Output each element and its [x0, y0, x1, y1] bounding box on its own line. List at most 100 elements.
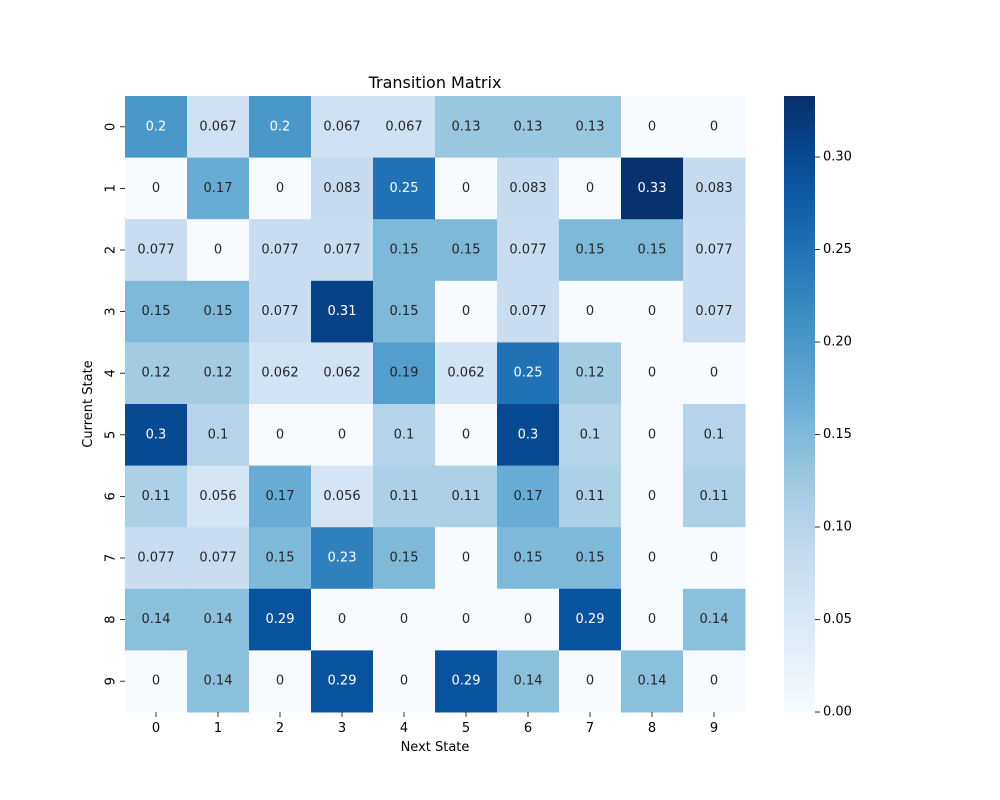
cell-value-6-4: 0.11: [390, 489, 419, 504]
colorbar-tick-label-2: 0.10: [823, 520, 852, 535]
heatmap-cell-1-3: [311, 157, 374, 220]
cell-value-8-5: 0: [462, 612, 470, 627]
heatmap-cell-4-9: [683, 342, 746, 405]
cell-value-7-5: 0: [462, 551, 470, 566]
cell-value-7-8: 0: [648, 551, 656, 566]
heatmap-cell-1-1: [187, 157, 250, 220]
heatmap-cell-2-4: [373, 219, 436, 282]
colorbar-tick-label-6: 0.30: [823, 150, 852, 165]
heatmap-cell-8-6: [497, 588, 560, 651]
cell-value-9-3: 0.29: [328, 674, 357, 689]
colorbar: [784, 96, 815, 712]
cell-value-3-6: 0.077: [509, 304, 546, 319]
y-tick-label-0: 0: [104, 123, 119, 131]
heatmap-cell-3-1: [187, 280, 250, 343]
cell-value-2-1: 0: [214, 243, 222, 258]
y-axis: 0 1 2 3 4 5 6 7 8 9: [104, 123, 125, 685]
heatmap-cell-0-5: [435, 96, 498, 159]
heatmap-cell-9-9: [683, 650, 746, 713]
heatmap-cell-5-8: [621, 404, 684, 467]
heatmap-cell-0-1: [187, 96, 250, 159]
heatmap-cell-0-9: [683, 96, 746, 159]
y-tick-label-8: 8: [104, 615, 119, 623]
heatmap-cell-8-3: [311, 588, 374, 651]
heatmap-cell-2-1: [187, 219, 250, 282]
cell-value-1-6: 0.083: [509, 181, 546, 196]
x-tick-label-4: 4: [400, 721, 408, 736]
cell-value-1-1: 0.17: [204, 181, 233, 196]
heatmap-cell-2-5: [435, 219, 498, 282]
colorbar-tick-label-4: 0.20: [823, 335, 852, 350]
cell-value-6-0: 0.11: [142, 489, 171, 504]
cell-value-4-0: 0.12: [142, 366, 171, 381]
heatmap-cell-7-2: [249, 527, 312, 590]
cell-value-0-4: 0.067: [385, 119, 422, 134]
cell-value-2-5: 0.15: [452, 243, 481, 258]
cell-value-3-8: 0: [648, 304, 656, 319]
x-tick-label-1: 1: [214, 721, 222, 736]
x-tick-label-0: 0: [152, 721, 160, 736]
cell-value-7-6: 0.15: [514, 551, 543, 566]
heatmap-cell-4-8: [621, 342, 684, 405]
cell-value-0-8: 0: [648, 119, 656, 134]
heatmap-cell-5-2: [249, 404, 312, 467]
cell-value-3-2: 0.077: [261, 304, 298, 319]
cell-value-3-4: 0.15: [390, 304, 419, 319]
heatmap-cell-3-9: [683, 280, 746, 343]
cell-value-6-1: 0.056: [199, 489, 236, 504]
cell-value-7-1: 0.077: [199, 551, 236, 566]
cell-value-4-9: 0: [710, 366, 718, 381]
y-axis-label: Current State: [81, 360, 96, 447]
cell-value-2-2: 0.077: [261, 243, 298, 258]
cell-value-8-7: 0.29: [576, 612, 605, 627]
y-tick-label-3: 3: [104, 307, 119, 315]
heatmap-cell-6-9: [683, 465, 746, 528]
heatmap-cell-6-3: [311, 465, 374, 528]
x-tick-label-5: 5: [462, 721, 470, 736]
heatmap-cell-0-2: [249, 96, 312, 159]
cell-value-5-9: 0.1: [704, 427, 725, 442]
heatmap-cell-5-3: [311, 404, 374, 467]
cell-value-5-4: 0.1: [394, 427, 415, 442]
cell-value-4-3: 0.062: [323, 366, 360, 381]
cell-value-5-7: 0.1: [580, 427, 601, 442]
cell-value-6-8: 0: [648, 489, 656, 504]
colorbar-tick-label-1: 0.05: [823, 612, 852, 627]
cell-value-6-6: 0.17: [514, 489, 543, 504]
cell-value-3-3: 0.31: [328, 304, 357, 319]
heatmap-cell-6-2: [249, 465, 312, 528]
heatmap-cell-9-4: [373, 650, 436, 713]
heatmap-cell-3-5: [435, 280, 498, 343]
cell-value-1-9: 0.083: [695, 181, 732, 196]
heatmap-cell-7-6: [497, 527, 560, 590]
heatmap-cell-8-5: [435, 588, 498, 651]
cell-value-9-1: 0.14: [204, 674, 233, 689]
heatmap-cell-5-1: [187, 404, 250, 467]
heatmap-cell-4-0: [125, 342, 188, 405]
heatmap-cell-4-6: [497, 342, 560, 405]
heatmap-cell-7-5: [435, 527, 498, 590]
y-tick-label-9: 9: [104, 677, 119, 685]
x-tick-label-9: 9: [710, 721, 718, 736]
heatmap-cell-0-4: [373, 96, 436, 159]
x-axis: 0 1 2 3 4 5 6 7 8 9: [152, 712, 718, 736]
heatmap-cell-4-4: [373, 342, 436, 405]
heatmap-cells: 0.2 0.067 0.2 0.067 0.067 0.13 0.13 0.13 0 0 0 0.17…: [125, 96, 746, 713]
heatmap-cell-9-5: [435, 650, 498, 713]
heatmap-cell-3-8: [621, 280, 684, 343]
cell-value-8-8: 0: [648, 612, 656, 627]
heatmap-cell-2-9: [683, 219, 746, 282]
heatmap-cell-5-6: [497, 404, 560, 467]
heatmap-cell-9-0: [125, 650, 188, 713]
heatmap-cell-4-7: [559, 342, 622, 405]
cell-value-2-3: 0.077: [323, 243, 360, 258]
cell-value-9-5: 0.29: [452, 674, 481, 689]
heatmap-cell-6-4: [373, 465, 436, 528]
cell-value-7-3: 0.23: [328, 551, 357, 566]
y-tick-label-5: 5: [104, 431, 119, 439]
cell-value-4-8: 0: [648, 366, 656, 381]
cell-value-3-9: 0.077: [695, 304, 732, 319]
heatmap-cell-7-7: [559, 527, 622, 590]
colorbar-tick-label-3: 0.15: [823, 427, 852, 442]
